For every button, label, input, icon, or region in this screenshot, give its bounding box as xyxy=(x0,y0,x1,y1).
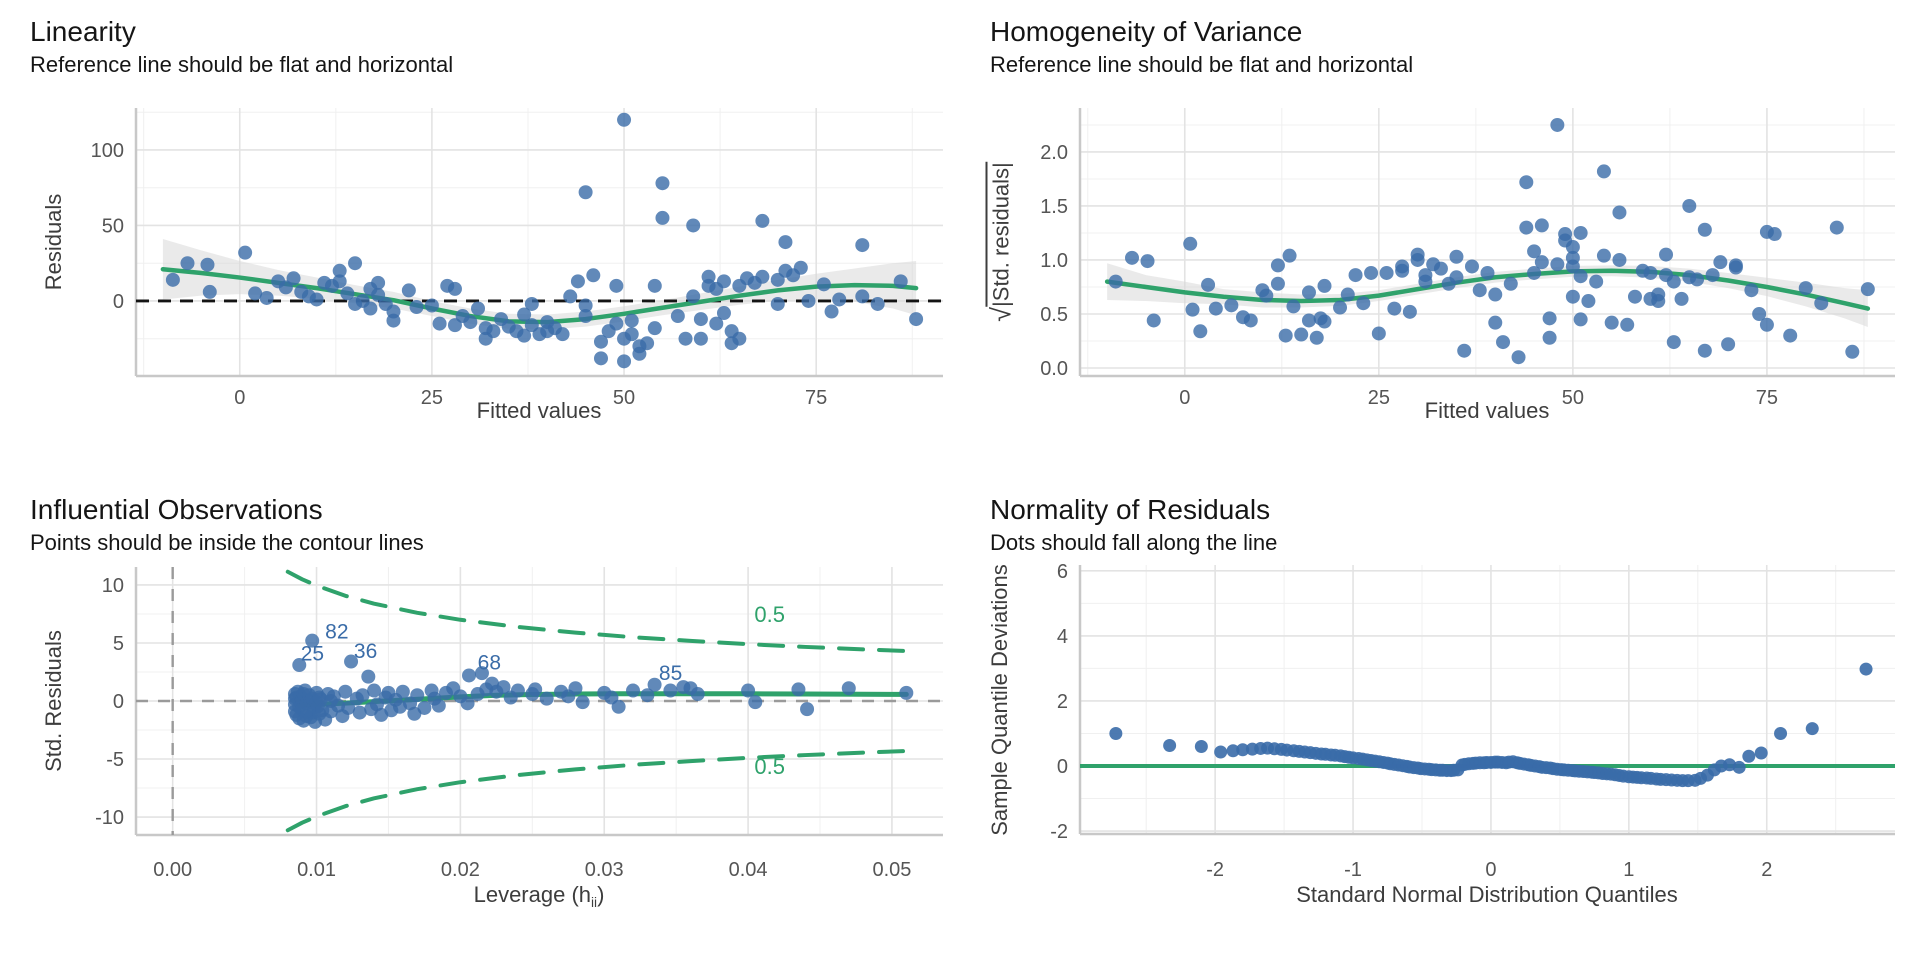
panel-title-normality: Normality of Residuals xyxy=(990,494,1271,525)
svg-text:25: 25 xyxy=(1368,387,1390,409)
panel-subtitle-linearity: Reference line should be flat and horizo… xyxy=(30,52,454,77)
point-label: 85 xyxy=(659,662,682,685)
svg-text:10: 10 xyxy=(102,575,124,597)
point-label: 68 xyxy=(478,652,501,675)
point-label: 25 xyxy=(301,642,324,665)
gridlines xyxy=(1080,108,1895,376)
svg-text:1.0: 1.0 xyxy=(1040,250,1068,272)
point-label: 82 xyxy=(325,620,348,643)
svg-text:0.04: 0.04 xyxy=(729,859,768,881)
point-label: 36 xyxy=(354,640,377,663)
svg-text:2: 2 xyxy=(1057,691,1068,713)
confidence-ribbon xyxy=(162,239,917,330)
sqrt-symbol: √ xyxy=(986,306,1017,322)
leverage-label-sub: ii xyxy=(591,894,598,910)
svg-text:0.00: 0.00 xyxy=(153,859,192,881)
svg-text:6: 6 xyxy=(1057,561,1068,583)
sqrt-body: |Std. residuals| xyxy=(985,162,1014,307)
svg-text:0: 0 xyxy=(1057,756,1068,778)
svg-text:0: 0 xyxy=(1485,859,1496,881)
panel-homogeneity: 0 25 50 75 0.0 0.5 1.0 1.5 2.0 xyxy=(1040,108,1895,409)
svg-text:-1: -1 xyxy=(1344,859,1362,881)
svg-text:1.5: 1.5 xyxy=(1040,196,1068,218)
svg-text:75: 75 xyxy=(805,387,827,409)
panel-title-linearity: Linearity xyxy=(30,16,136,47)
scatter-points xyxy=(287,633,914,729)
point-label: 0.5 xyxy=(754,602,785,627)
svg-text:0: 0 xyxy=(113,291,124,313)
svg-text:-5: -5 xyxy=(106,749,124,771)
svg-text:25: 25 xyxy=(421,387,443,409)
scatter-points xyxy=(1109,662,1873,788)
panel-subtitle-influential: Points should be inside the contour line… xyxy=(30,530,424,555)
x-axis-title-homogeneity: Fitted values xyxy=(1424,398,1550,423)
leverage-label-post: ) xyxy=(597,882,605,907)
tick-labels: 0 25 50 75 0 50 100 xyxy=(91,140,828,409)
svg-text:2.0: 2.0 xyxy=(1040,142,1068,164)
svg-text:0: 0 xyxy=(113,691,124,713)
svg-text:75: 75 xyxy=(1756,387,1778,409)
panel-linearity: 0 25 50 75 0 50 100 xyxy=(91,108,943,409)
panel-normality: -2 -1 0 1 2 -2 0 2 4 6 xyxy=(1050,561,1895,881)
svg-text:4: 4 xyxy=(1057,626,1068,648)
scatter-points xyxy=(1108,117,1875,365)
svg-text:-10: -10 xyxy=(95,807,124,829)
svg-text:50: 50 xyxy=(613,387,635,409)
x-axis-title-normality: Standard Normal Distribution Quantiles xyxy=(1296,882,1678,907)
svg-text:0.01: 0.01 xyxy=(297,859,336,881)
panel-title-influential: Influential Observations xyxy=(30,494,323,525)
panel-subtitle-normality: Dots should fall along the line xyxy=(990,530,1278,555)
x-axis-title-influential: Leverage (hii) xyxy=(474,882,605,910)
svg-text:0: 0 xyxy=(1179,387,1190,409)
y-axis-title-homogeneity: √|Std. residuals| xyxy=(985,162,1018,322)
y-axis-title-influential: Std. Residuals xyxy=(41,630,66,772)
svg-text:-2: -2 xyxy=(1206,859,1224,881)
svg-text:0.02: 0.02 xyxy=(441,859,480,881)
scatter-points xyxy=(165,112,924,369)
svg-text:0.5: 0.5 xyxy=(1040,304,1068,326)
svg-text:0.05: 0.05 xyxy=(872,859,911,881)
gridlines xyxy=(1080,565,1895,834)
point-label: 0.5 xyxy=(754,754,785,779)
panel-title-homogeneity: Homogeneity of Variance xyxy=(990,16,1303,47)
y-axis-title-linearity: Residuals xyxy=(41,193,66,291)
svg-text:2: 2 xyxy=(1761,859,1772,881)
panel-subtitle-homogeneity: Reference line should be flat and horizo… xyxy=(990,52,1414,77)
svg-text:0: 0 xyxy=(234,387,245,409)
tick-labels: 0 25 50 75 0.0 0.5 1.0 1.5 2.0 xyxy=(1040,142,1778,409)
tick-labels: -2 -1 0 1 2 -2 0 2 4 6 xyxy=(1050,561,1772,881)
svg-text:0.0: 0.0 xyxy=(1040,358,1068,380)
svg-text:5: 5 xyxy=(113,633,124,655)
y-axis-title-normality: Sample Quantile Deviations xyxy=(987,564,1012,836)
leverage-label-pre: Leverage (h xyxy=(473,882,592,907)
svg-text:1: 1 xyxy=(1623,859,1634,881)
svg-text:50: 50 xyxy=(102,215,124,237)
svg-text:-2: -2 xyxy=(1050,821,1068,843)
tick-labels: 0.00 0.01 0.02 0.03 0.04 0.05 -10 -5 0 5 10 xyxy=(95,575,911,881)
svg-text:50: 50 xyxy=(1562,387,1584,409)
x-axis-title-linearity: Fitted values xyxy=(476,398,602,423)
svg-text:0.03: 0.03 xyxy=(585,859,624,881)
contour-upper-line xyxy=(285,569,909,653)
contour-lower-line xyxy=(285,749,909,833)
svg-text:100: 100 xyxy=(91,140,124,162)
